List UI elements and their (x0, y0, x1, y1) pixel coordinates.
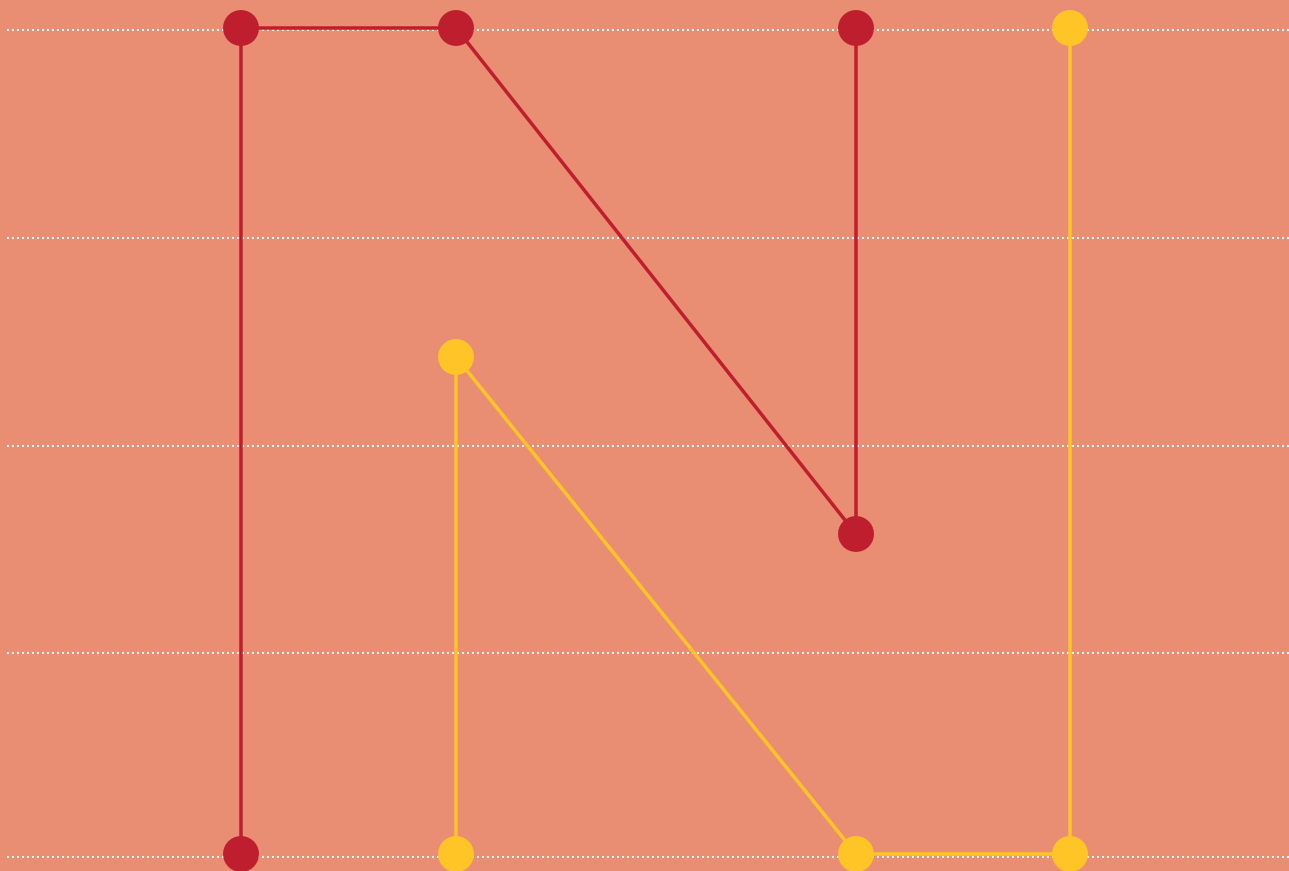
red-node-1 (223, 836, 259, 871)
yellow-node-4 (1052, 836, 1088, 871)
dotted-grid (6, 28, 1289, 859)
red-node-5 (838, 10, 874, 46)
node-points (223, 10, 1088, 871)
yellow-node-1 (438, 836, 474, 871)
red-node-4 (838, 516, 874, 552)
red-path (239, 26, 858, 854)
yellow-node-3 (838, 836, 874, 871)
yellow-node-5 (1052, 10, 1088, 46)
red-node-2 (223, 10, 259, 46)
yellow-path (454, 28, 1072, 856)
node-paths (239, 26, 1072, 856)
red-node-3 (438, 10, 474, 46)
yellow-node-2 (438, 339, 474, 375)
